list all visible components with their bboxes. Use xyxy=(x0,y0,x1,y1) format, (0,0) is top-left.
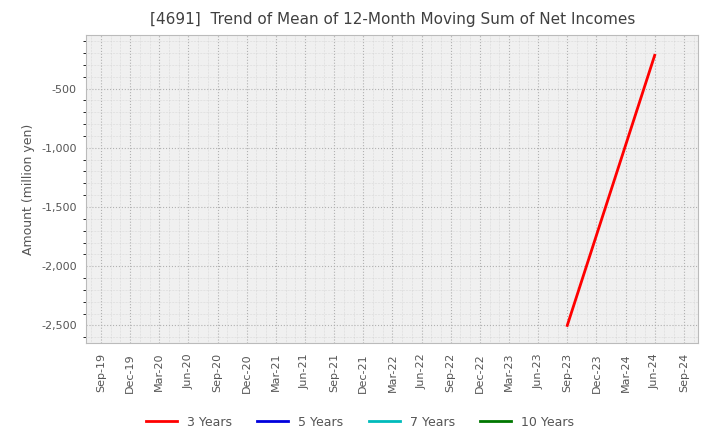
Legend: 3 Years, 5 Years, 7 Years, 10 Years: 3 Years, 5 Years, 7 Years, 10 Years xyxy=(141,411,579,434)
Y-axis label: Amount (million yen): Amount (million yen) xyxy=(22,124,35,255)
Title: [4691]  Trend of Mean of 12-Month Moving Sum of Net Incomes: [4691] Trend of Mean of 12-Month Moving … xyxy=(150,12,635,27)
